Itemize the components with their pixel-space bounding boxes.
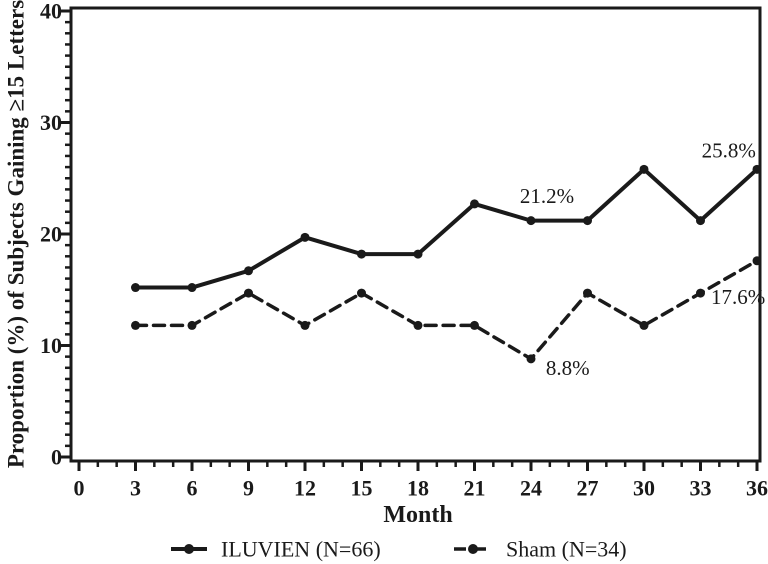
legend-label-iluvien: ILUVIEN (N=66) bbox=[221, 537, 381, 562]
x-tick-label: 27 bbox=[577, 476, 599, 501]
x-tick-label: 12 bbox=[294, 476, 316, 501]
data-point-marker bbox=[639, 320, 649, 330]
x-tick-label: 9 bbox=[243, 476, 254, 501]
data-point-marker bbox=[413, 320, 423, 330]
data-point-marker bbox=[752, 164, 762, 174]
data-point-marker bbox=[187, 320, 197, 330]
x-tick-label: 6 bbox=[187, 476, 198, 501]
x-tick-label: 36 bbox=[746, 476, 768, 501]
x-tick-label: 15 bbox=[351, 476, 373, 501]
data-point-marker bbox=[639, 164, 649, 174]
data-point-marker bbox=[470, 320, 479, 330]
annotation-label: 21.2% bbox=[520, 184, 574, 208]
data-point-marker bbox=[300, 320, 310, 330]
data-point-marker bbox=[470, 199, 479, 209]
annotation-label: 8.8% bbox=[546, 356, 590, 380]
x-tick-label: 30 bbox=[633, 476, 655, 501]
data-point-marker bbox=[244, 288, 253, 298]
data-point-marker bbox=[526, 216, 536, 226]
data-point-marker bbox=[300, 232, 310, 242]
data-point-marker bbox=[583, 288, 592, 298]
annotation-label: 25.8% bbox=[702, 138, 756, 162]
x-tick-label: 24 bbox=[520, 476, 542, 501]
x-tick-label: 21 bbox=[464, 476, 486, 501]
data-point-marker bbox=[696, 288, 705, 298]
x-axis-title: Month bbox=[383, 502, 452, 528]
y-tick-label: 40 bbox=[40, 0, 62, 24]
annotation-label: 17.6% bbox=[711, 285, 765, 309]
data-point-marker bbox=[583, 216, 592, 226]
y-tick-label: 20 bbox=[40, 222, 62, 247]
data-point-marker bbox=[752, 256, 762, 266]
plot-frame bbox=[69, 6, 762, 463]
legend-marker-icon bbox=[184, 544, 194, 554]
x-tick-label: 3 bbox=[130, 476, 141, 501]
data-point-marker bbox=[131, 283, 140, 293]
legend-label-sham: Sham (N=34) bbox=[506, 537, 627, 562]
data-point-marker bbox=[357, 288, 366, 298]
data-point-marker bbox=[696, 216, 705, 226]
series-line-sham bbox=[133, 259, 759, 361]
series-line-iluvien bbox=[133, 167, 759, 290]
data-point-marker bbox=[131, 320, 140, 330]
x-tick-label: 0 bbox=[74, 476, 85, 501]
y-tick-label: 30 bbox=[40, 110, 62, 135]
data-point-marker bbox=[526, 354, 536, 364]
legend bbox=[171, 544, 494, 554]
y-axis-title: Proportion (%) of Subjects Gaining ≥15 L… bbox=[4, 0, 29, 468]
y-tick-label: 0 bbox=[51, 445, 62, 470]
data-point-marker bbox=[413, 249, 423, 259]
x-tick-label: 18 bbox=[407, 476, 429, 501]
x-tick-label: 33 bbox=[690, 476, 712, 501]
data-point-marker bbox=[187, 283, 197, 293]
data-point-marker bbox=[357, 249, 366, 259]
y-tick-label: 10 bbox=[40, 333, 62, 358]
data-point-marker bbox=[244, 266, 253, 276]
legend-marker-icon bbox=[468, 544, 478, 554]
